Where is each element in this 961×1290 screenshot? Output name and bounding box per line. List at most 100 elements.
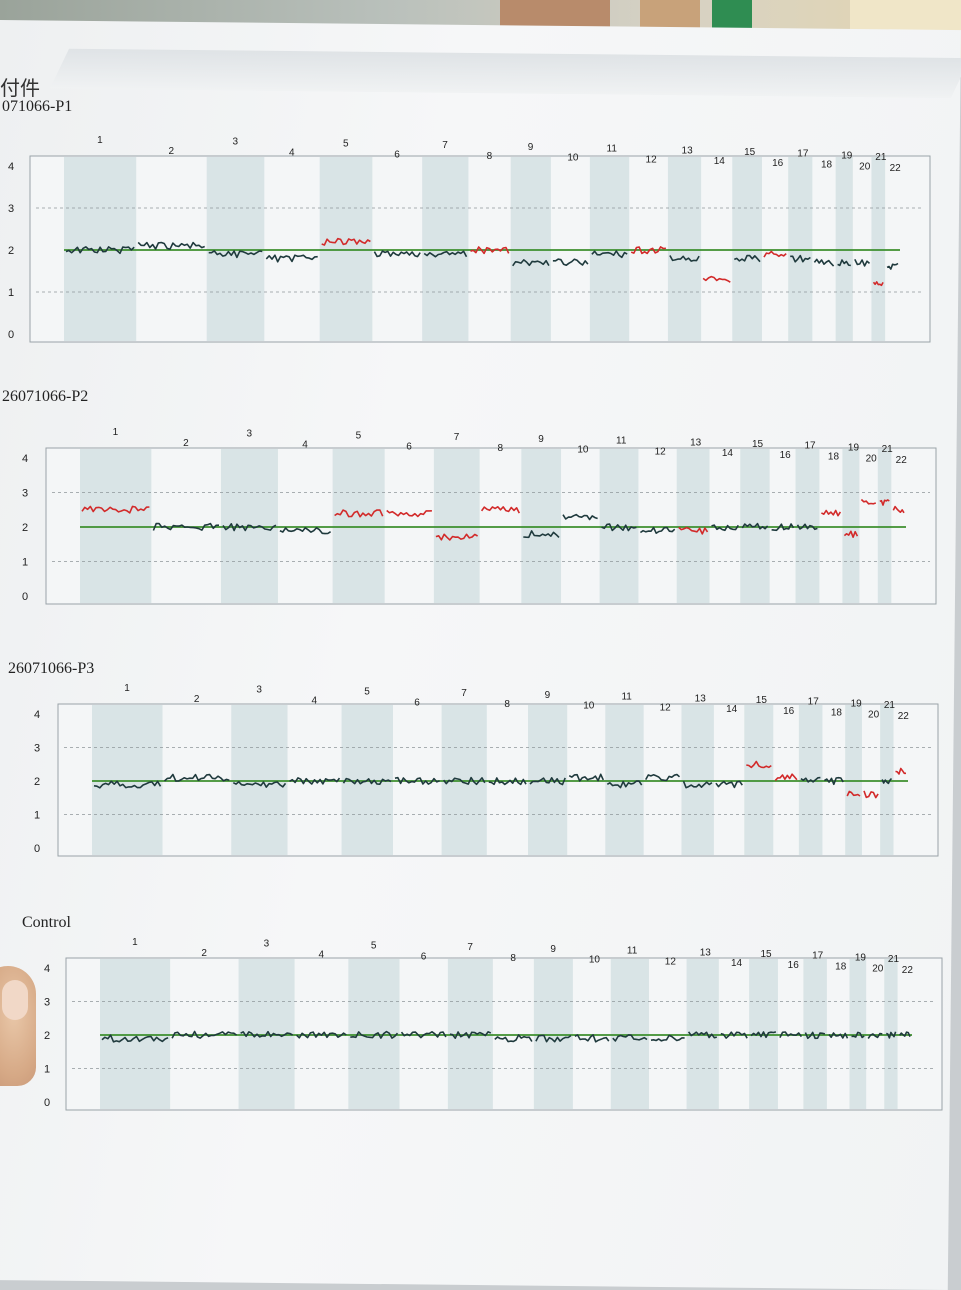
chromosome-label: 19: [851, 698, 863, 709]
cnv-segment-11: [606, 780, 643, 789]
chromosome-label: 6: [414, 697, 420, 708]
chromosome-band: [803, 959, 827, 1109]
cnv-segment-1: [81, 505, 150, 514]
cnv-segment-21: [881, 777, 893, 785]
cnv-segment-16: [763, 250, 787, 258]
chromosome-label: 3: [256, 685, 262, 696]
cnv-segment-9: [523, 530, 560, 539]
cnv-segment-19: [846, 790, 861, 797]
chromosome-label: 19: [848, 442, 860, 453]
cnv-segment-10: [568, 773, 605, 782]
cnv-segment-3: [232, 781, 287, 788]
chromosome-label: 12: [660, 702, 672, 713]
cnv-segment-22: [886, 262, 899, 270]
cnv-segment-21: [885, 1031, 897, 1039]
cnv-segment-20: [860, 498, 877, 505]
chart-title: 071066-P1: [2, 98, 73, 115]
chromosome-label: 21: [884, 700, 896, 711]
y-tick-label: 0: [8, 329, 14, 341]
chromosome-label: 8: [487, 151, 493, 162]
chromosome-band: [788, 157, 813, 341]
chromosome-label: 18: [821, 160, 833, 171]
cnv-segment-18: [823, 776, 844, 786]
cnv-segment-1: [101, 1034, 169, 1043]
chromosome-label: 13: [695, 693, 707, 704]
cnv-segment-3: [222, 523, 277, 532]
cnv-segment-6: [373, 250, 421, 258]
chromosome-band: [527, 705, 568, 855]
cnv-segment-20: [863, 790, 879, 799]
chromosome-label: 4: [289, 148, 295, 159]
chromosome-label: 2: [183, 438, 189, 449]
cnv-segment-2: [152, 522, 220, 531]
cnv-segment-3: [208, 250, 263, 259]
chromosome-band: [667, 157, 702, 341]
cnv-segment-8: [470, 246, 510, 255]
chromosome-label: 11: [627, 946, 638, 957]
chromosome-band: [80, 449, 152, 603]
chromosome-band: [835, 157, 853, 341]
cnv-segment-4: [296, 1031, 347, 1039]
cnv-segment-18: [813, 258, 835, 267]
cnv-segment-2: [171, 1030, 238, 1039]
cnv-segment-7: [423, 250, 468, 258]
chromosome-label: 14: [726, 704, 738, 715]
chromosome-label: 11: [607, 144, 618, 155]
plot-frame: [65, 957, 943, 1111]
cnv-segment-11: [591, 250, 628, 259]
chromosome-band: [533, 959, 573, 1109]
chromosome-label: 7: [467, 942, 473, 953]
cnv-segment-12: [650, 1034, 685, 1042]
chromosome-label: 6: [394, 149, 400, 160]
cnv-segment-7: [449, 1031, 492, 1039]
cnv-segment-13: [687, 1031, 717, 1039]
chromosome-band: [589, 157, 630, 341]
chart-title: 26071066-P2: [2, 388, 89, 405]
chromosome-label: 22: [896, 455, 908, 466]
y-tick-label: 2: [34, 776, 40, 788]
cnv-segment-21: [879, 499, 890, 506]
cnv-segment-6: [394, 776, 440, 785]
chromosome-label: 19: [841, 150, 853, 161]
y-tick-label: 2: [8, 245, 14, 257]
chromosome-label: 8: [497, 443, 503, 454]
chromosome-label: 17: [808, 697, 820, 708]
y-tick-label: 2: [44, 1030, 50, 1042]
chromosome-label: 21: [888, 954, 900, 965]
chromosome-label: 7: [461, 688, 467, 699]
y-tick-label: 4: [22, 453, 28, 465]
chromosome-band: [732, 157, 762, 341]
chromosome-label: 9: [545, 690, 551, 701]
chromosome-band: [348, 959, 400, 1109]
cnv-segment-9: [535, 1034, 572, 1043]
cnv-segment-11: [612, 1034, 648, 1042]
chromosome-label: 15: [744, 147, 756, 158]
y-tick-label: 3: [8, 203, 14, 215]
chromosome-label: 22: [902, 965, 914, 976]
cnv-segment-2: [137, 241, 205, 250]
cnv-segment-8: [480, 506, 521, 514]
cnv-segment-5: [334, 509, 384, 518]
chromosome-band: [605, 705, 644, 855]
cnv-segment-7: [435, 533, 478, 541]
cnv-segment-15: [734, 254, 761, 263]
chromosome-label: 8: [510, 953, 516, 964]
chromosome-label: 3: [264, 939, 270, 950]
chromosome-label: 3: [233, 137, 239, 148]
chromosome-label: 13: [682, 145, 694, 156]
chromosome-label: 5: [371, 940, 377, 951]
cnv-segment-8: [494, 1034, 533, 1043]
chromosome-band: [231, 705, 288, 855]
cnv-segment-22: [898, 1031, 911, 1038]
cnv-segment-1: [93, 780, 162, 789]
chromosome-label: 5: [343, 138, 349, 149]
chromosome-label: 22: [898, 711, 910, 722]
chromosome-label: 4: [302, 440, 308, 451]
cnv-segment-22: [895, 767, 906, 775]
chart-title: 26071066-P3: [8, 660, 95, 677]
y-tick-label: 3: [44, 997, 50, 1009]
cnv-segment-13: [678, 526, 709, 535]
